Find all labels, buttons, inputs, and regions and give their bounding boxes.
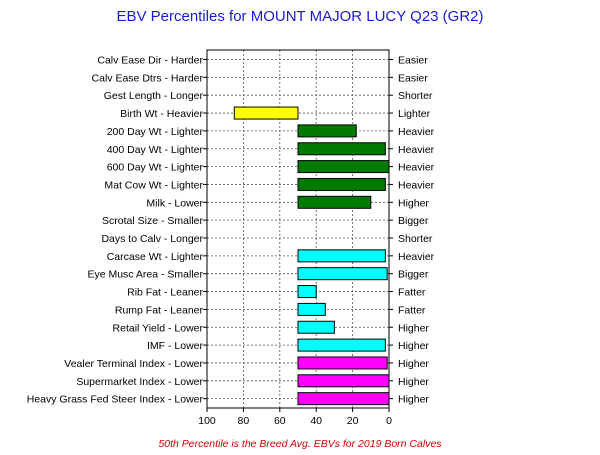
x-tick-label: 80 — [238, 415, 250, 427]
trait-label: Scrotal Size - Smaller — [102, 215, 203, 227]
direction-label: Higher — [398, 197, 429, 209]
direction-label: Heavier — [398, 144, 435, 156]
right-direction-labels: Easier Easier Shorter Lighter Heavier Heavier… — [398, 55, 435, 406]
direction-label: Higher — [398, 340, 429, 352]
direction-label: Bigger — [398, 215, 429, 227]
bar — [297, 124, 357, 138]
direction-label: Easier — [398, 72, 428, 84]
direction-label: Shorter — [398, 233, 433, 245]
direction-label: Shorter — [398, 90, 433, 102]
trait-label: 600 Day Wt - Lighter — [107, 162, 204, 174]
direction-label: Heavier — [398, 179, 435, 191]
bar — [297, 249, 386, 263]
x-tick-label: 100 — [198, 415, 216, 427]
trait-label: Carcase Wt - Lighter — [107, 251, 204, 263]
direction-label: Heavier — [398, 126, 435, 138]
trait-label: Rump Fat - Leaner — [115, 304, 204, 316]
bar — [233, 106, 299, 120]
direction-label: Bigger — [398, 269, 429, 281]
x-tick-label: 20 — [347, 415, 359, 427]
trait-label: Calv Ease Dtrs - Harder — [92, 72, 204, 84]
bar — [297, 392, 390, 406]
direction-label: Lighter — [398, 108, 431, 120]
bar — [297, 374, 390, 388]
trait-label: Supermarket Index - Lower — [76, 376, 203, 388]
bar — [297, 267, 388, 281]
bar — [297, 177, 386, 191]
bar — [297, 320, 335, 334]
left-trait-labels: Calv Ease Dir - Harder Calv Ease Dtrs - H… — [27, 55, 204, 406]
trait-label: Milk - Lower — [146, 197, 203, 209]
bar — [297, 302, 326, 316]
chart-title: EBV Percentiles for MOUNT MAJOR LUCY Q23… — [116, 8, 483, 25]
x-tick-label: 40 — [310, 415, 322, 427]
direction-label: Fatter — [398, 304, 426, 316]
direction-label: Higher — [398, 322, 429, 334]
trait-label: Mat Cow Wt - Lighter — [104, 179, 203, 191]
trait-label: Rib Fat - Leaner — [127, 287, 203, 299]
direction-label: Heavier — [398, 162, 435, 174]
direction-label: Higher — [398, 358, 429, 370]
trait-label: Birth Wt - Heavier — [120, 108, 203, 120]
bar — [297, 160, 390, 174]
bar — [297, 285, 317, 299]
grid-lines — [207, 50, 389, 408]
trait-label: 400 Day Wt - Lighter — [107, 144, 204, 156]
x-tick-label: 0 — [386, 415, 392, 427]
x-tick-label: 60 — [274, 415, 286, 427]
plot-frame — [206, 49, 390, 409]
bar — [297, 195, 372, 209]
direction-label: Heavier — [398, 251, 435, 263]
direction-label: Fatter — [398, 287, 426, 299]
trait-label: Eye Musc Area - Smaller — [87, 269, 203, 281]
bar — [297, 356, 388, 370]
bar — [297, 142, 386, 156]
direction-label: Higher — [398, 376, 429, 388]
trait-label: Heavy Grass Fed Steer Index - Lower — [27, 394, 204, 406]
bar — [297, 338, 386, 352]
x-axis-ticks: 100 80 60 40 20 0 — [198, 59, 393, 427]
trait-label: 200 Day Wt - Lighter — [107, 126, 204, 138]
trait-label: Gest Length - Longer — [104, 90, 204, 102]
direction-label: Easier — [398, 55, 428, 67]
bars — [233, 106, 390, 406]
trait-label: IMF - Lower — [147, 340, 204, 352]
footnote: 50th Percentile is the Breed Avg. EBVs f… — [158, 438, 442, 450]
trait-label: Days to Calv - Longer — [101, 233, 203, 245]
trait-label: Calv Ease Dir - Harder — [97, 55, 203, 67]
direction-label: Higher — [398, 394, 429, 406]
trait-label: Retail Yield - Lower — [113, 322, 204, 334]
trait-label: Vealer Terminal Index - Lower — [64, 358, 203, 370]
